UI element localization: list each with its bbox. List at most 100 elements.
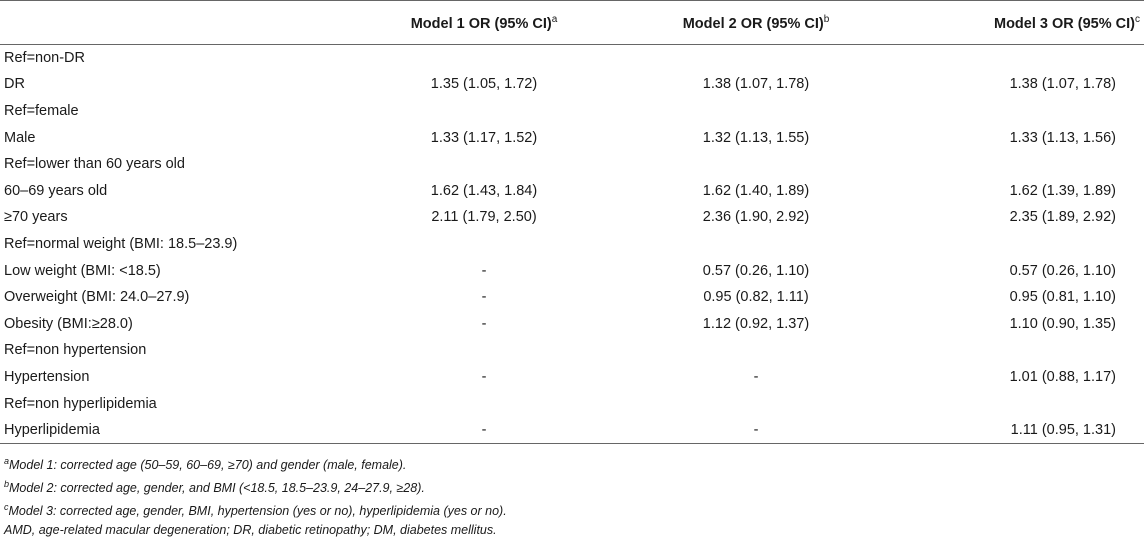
- footnote-text: Model 3: corrected age, gender, BMI, hyp…: [8, 504, 507, 519]
- model-2-value: -: [602, 416, 874, 444]
- model-3-value: 1.10 (0.90, 1.35): [1009, 315, 1116, 332]
- table-row: Ref=non hyperlipidemia: [0, 390, 1144, 417]
- model-3-value: 1.62 (1.39, 1.89): [1009, 182, 1116, 199]
- model-3-value: 0.57 (0.26, 1.10): [1009, 262, 1116, 279]
- footnote-mark: c: [4, 502, 9, 513]
- model-1-value: -: [481, 368, 487, 385]
- footnote: bModel 2: corrected age, gender, and BMI…: [4, 475, 1140, 498]
- model-2-value: [602, 45, 874, 72]
- footnote-mark: b: [4, 479, 10, 490]
- row-label: Hypertension: [4, 368, 90, 385]
- model-3-value: 1.38 (1.07, 1.78): [1009, 76, 1116, 93]
- footnote-mark: a: [4, 455, 10, 466]
- table-row: Ref=non hypertension: [0, 337, 1144, 364]
- table-row: Hypertension - - 1.01 (0.88, 1.17): [0, 364, 1144, 391]
- table-row: Hyperlipidemia - -1.11 (0.95, 1.31): [0, 416, 1144, 444]
- table-row: DR 1.35 (1.05, 1.72) 1.38 (1.07, 1.78) 1.38…: [0, 71, 1144, 98]
- header-variable: [0, 0, 330, 45]
- model-3-value: 1.11 (0.95, 1.31): [874, 416, 1144, 444]
- table-row: Low weight (BMI: <18.5) - 0.57 (0.26, 1.10…: [0, 257, 1144, 284]
- model-3-value: [874, 390, 1144, 417]
- odds-ratio-table: Model 1 OR (95% CI)a Model 2 OR (95% CI)…: [0, 0, 1144, 444]
- header-row: Model 1 OR (95% CI)a Model 2 OR (95% CI)…: [0, 0, 1144, 45]
- model-1-value: [330, 151, 602, 178]
- footnote: AMD, age-related macular degeneration; D…: [4, 521, 1140, 540]
- row-label: Ref=female: [4, 102, 79, 119]
- table-row: Ref=lower than 60 years old: [0, 151, 1144, 178]
- model-2-value: -: [753, 368, 759, 385]
- model-2-value: 0.57 (0.26, 1.10): [702, 262, 810, 279]
- model-3-value: 1.01 (0.88, 1.17): [1009, 368, 1116, 385]
- row-label: Ref=normal weight (BMI: 18.5–23.9): [4, 235, 238, 252]
- model-2-value: 1.12 (0.92, 1.37): [702, 315, 810, 332]
- model-2-value: [602, 337, 874, 364]
- table-row: Ref=female: [0, 98, 1144, 125]
- model-1-value: 1.33 (1.17, 1.52): [430, 129, 538, 146]
- header-model-2-footnote-mark: b: [823, 13, 830, 25]
- header-model-1-footnote-mark: a: [551, 13, 558, 25]
- row-label: DR: [4, 76, 25, 93]
- model-2-value: [602, 390, 874, 417]
- model-1-value: -: [330, 416, 602, 444]
- row-label: Ref=non-DR: [4, 50, 85, 67]
- table-row: Male 1.33 (1.17, 1.52) 1.32 (1.13, 1.55) 1.…: [0, 124, 1144, 151]
- model-3-value: 0.95 (0.81, 1.10): [1009, 289, 1116, 306]
- row-label: Obesity (BMI:≥28.0): [4, 315, 133, 332]
- table-row: Overweight (BMI: 24.0–27.9) - 0.95 (0.82, …: [0, 284, 1144, 311]
- row-label: Ref=non hyperlipidemia: [4, 395, 157, 412]
- table-row: ≥70 years 2.11 (1.79, 2.50) 2.36 (1.90, 2.…: [0, 204, 1144, 231]
- row-label: Ref=lower than 60 years old: [4, 156, 185, 173]
- row-label: Low weight (BMI: <18.5): [4, 262, 161, 279]
- model-2-value: 1.38 (1.07, 1.78): [702, 76, 810, 93]
- header-model-3-footnote-mark: c: [1135, 13, 1140, 25]
- model-3-value: 2.35 (1.89, 2.92): [1009, 209, 1116, 226]
- row-label: Overweight (BMI: 24.0–27.9): [4, 289, 190, 306]
- model-1-value: 1.35 (1.05, 1.72): [430, 76, 538, 93]
- model-1-value: -: [481, 315, 487, 332]
- table-row: Obesity (BMI:≥28.0) - 1.12 (0.92, 1.37) 1.1…: [0, 310, 1144, 337]
- table-row: Ref=non-DR: [0, 45, 1144, 72]
- row-label: Male: [4, 129, 36, 146]
- header-model-1: Model 1 OR (95% CI)a: [330, 0, 602, 45]
- header-model-3-label: Model 3 OR (95% CI): [994, 15, 1135, 32]
- table-header: Model 1 OR (95% CI)a Model 2 OR (95% CI)…: [0, 0, 1144, 45]
- model-1-value: [330, 337, 602, 364]
- model-2-value: [602, 151, 874, 178]
- footnote-text: AMD, age-related macular degeneration; D…: [4, 523, 497, 538]
- model-2-value: 0.95 (0.82, 1.11): [703, 289, 809, 306]
- model-3-value: [874, 337, 1144, 364]
- table-body: Ref=non-DR DR 1.35 (1.05, 1.72) 1.38 (1.07,…: [0, 45, 1144, 444]
- table-row: Ref=normal weight (BMI: 18.5–23.9): [0, 231, 1144, 258]
- row-label: Hyperlipidemia: [0, 416, 330, 444]
- model-3-value: [874, 98, 1144, 125]
- model-2-value: [602, 231, 874, 258]
- row-label: ≥70 years: [4, 209, 68, 226]
- model-2-value: 2.36 (1.90, 2.92): [702, 209, 810, 226]
- model-1-value: -: [481, 262, 487, 279]
- table-row: 60–69 years old 1.62 (1.43, 1.84) 1.62 (1.…: [0, 177, 1144, 204]
- model-3-value: [874, 231, 1144, 258]
- header-model-1-label: Model 1 OR (95% CI): [410, 15, 552, 32]
- model-3-value: [874, 45, 1144, 72]
- model-1-value: [330, 231, 602, 258]
- footnote: cModel 3: corrected age, gender, BMI, hy…: [4, 498, 1140, 521]
- footnote-text: Model 1: corrected age (50–59, 60–69, ≥7…: [9, 458, 407, 473]
- model-3-value: 1.33 (1.13, 1.56): [1009, 129, 1116, 146]
- model-1-value: [330, 45, 602, 72]
- model-2-value: 1.32 (1.13, 1.55): [702, 129, 810, 146]
- table-footnotes: aModel 1: corrected age (50–59, 60–69, ≥…: [0, 444, 1144, 540]
- footnote: aModel 1: corrected age (50–59, 60–69, ≥…: [4, 452, 1140, 475]
- row-label: 60–69 years old: [4, 182, 108, 199]
- model-1-value: -: [481, 289, 487, 306]
- row-label: Ref=non hypertension: [4, 342, 147, 359]
- model-1-value: [330, 390, 602, 417]
- model-2-value: [602, 98, 874, 125]
- footnote-text: Model 2: corrected age, gender, and BMI …: [9, 481, 425, 496]
- model-1-value: 1.62 (1.43, 1.84): [430, 182, 538, 199]
- model-2-value: 1.62 (1.40, 1.89): [702, 182, 810, 199]
- model-1-value: 2.11 (1.79, 2.50): [431, 209, 537, 226]
- header-model-2: Model 2 OR (95% CI)b: [602, 0, 874, 45]
- header-model-3: Model 3 OR (95% CI)c: [874, 0, 1144, 45]
- model-1-value: [330, 98, 602, 125]
